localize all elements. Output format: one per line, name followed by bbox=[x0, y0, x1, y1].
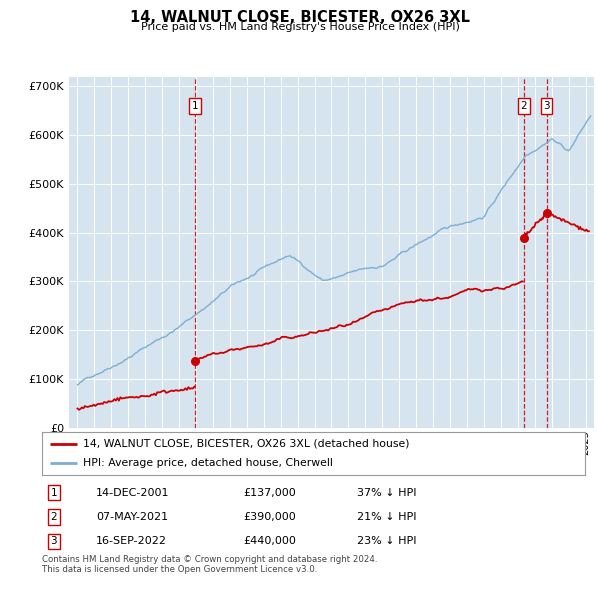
Text: 16-SEP-2022: 16-SEP-2022 bbox=[97, 536, 167, 546]
Text: £390,000: £390,000 bbox=[243, 512, 296, 522]
Text: 3: 3 bbox=[50, 536, 57, 546]
Text: 14, WALNUT CLOSE, BICESTER, OX26 3XL (detached house): 14, WALNUT CLOSE, BICESTER, OX26 3XL (de… bbox=[83, 439, 409, 449]
Text: 1: 1 bbox=[50, 488, 57, 497]
Text: 37% ↓ HPI: 37% ↓ HPI bbox=[357, 488, 416, 497]
Text: 07-MAY-2021: 07-MAY-2021 bbox=[97, 512, 169, 522]
Text: HPI: Average price, detached house, Cherwell: HPI: Average price, detached house, Cher… bbox=[83, 458, 332, 468]
Text: 14, WALNUT CLOSE, BICESTER, OX26 3XL: 14, WALNUT CLOSE, BICESTER, OX26 3XL bbox=[130, 10, 470, 25]
Text: 3: 3 bbox=[543, 101, 550, 111]
Text: £440,000: £440,000 bbox=[243, 536, 296, 546]
Text: 14-DEC-2001: 14-DEC-2001 bbox=[97, 488, 170, 497]
Text: Price paid vs. HM Land Registry's House Price Index (HPI): Price paid vs. HM Land Registry's House … bbox=[140, 22, 460, 32]
Text: Contains HM Land Registry data © Crown copyright and database right 2024.
This d: Contains HM Land Registry data © Crown c… bbox=[42, 555, 377, 574]
Text: 2: 2 bbox=[520, 101, 527, 111]
Text: £137,000: £137,000 bbox=[243, 488, 296, 497]
Text: 2: 2 bbox=[50, 512, 57, 522]
Text: 1: 1 bbox=[192, 101, 199, 111]
Text: 21% ↓ HPI: 21% ↓ HPI bbox=[357, 512, 416, 522]
Text: 23% ↓ HPI: 23% ↓ HPI bbox=[357, 536, 416, 546]
